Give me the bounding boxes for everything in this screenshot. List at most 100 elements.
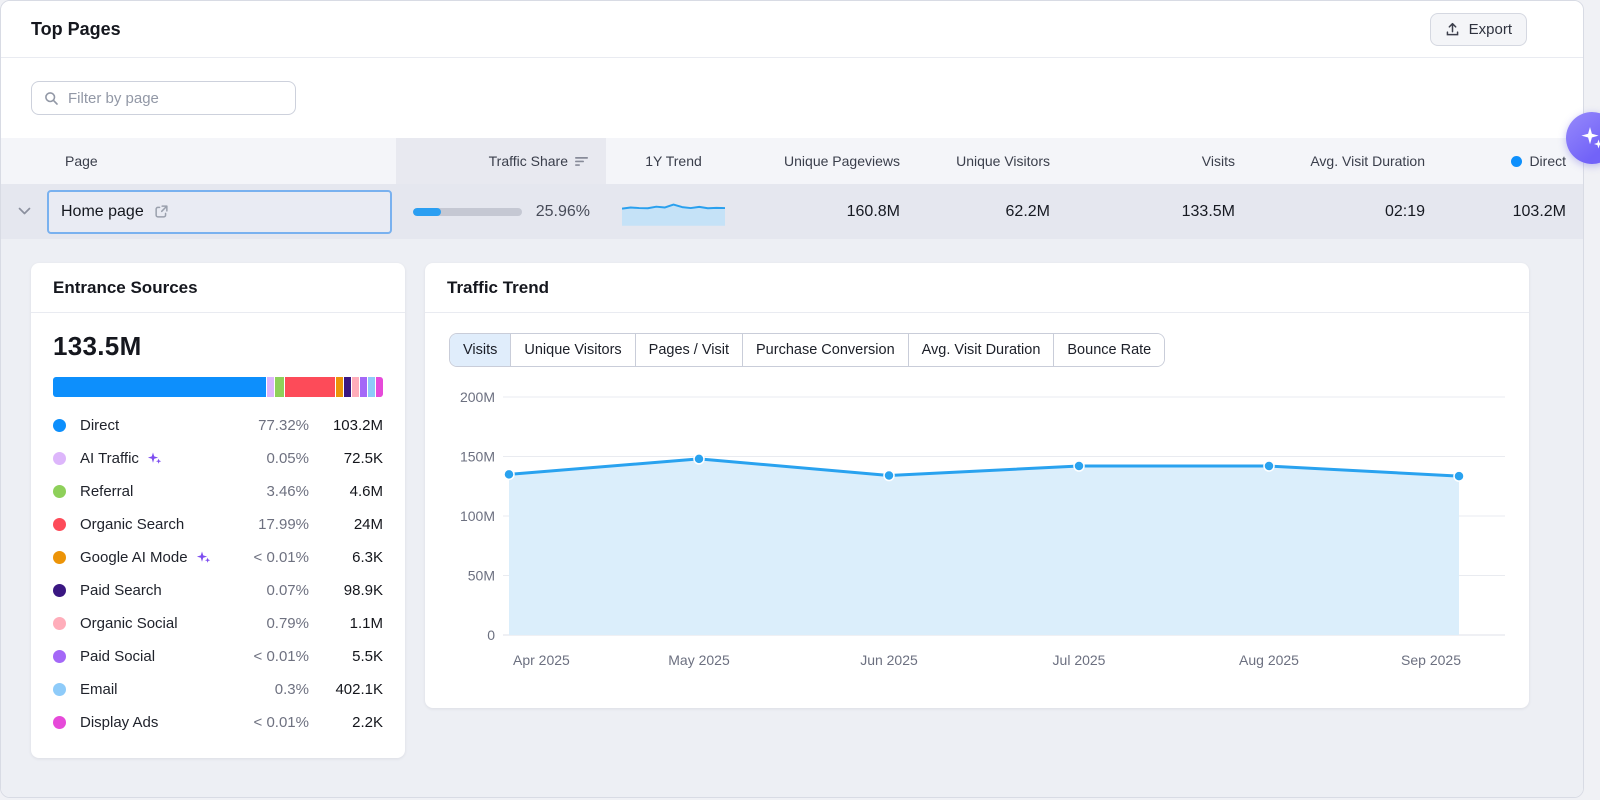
legend-value: 72.5K <box>343 450 383 467</box>
trend-metric-tabs: Visits Unique Visitors Pages / Visit Purcha… <box>449 333 1166 367</box>
legend-row-display-ads[interactable]: Display Ads < 0.01% 2.2K <box>53 706 383 739</box>
ai-assistant-button[interactable] <box>1566 112 1600 164</box>
legend-percent: 77.32% <box>258 417 309 434</box>
unique-visitors-value: 62.2M <box>1005 202 1050 220</box>
bar-segment-display-ads[interactable] <box>375 377 383 397</box>
table-header-row: Page Traffic Share 1Y Trend Unique Pagevie… <box>1 138 1583 184</box>
column-header-avg-visit-duration[interactable]: Avg. Visit Duration <box>1251 138 1441 184</box>
legend-percent: 0.07% <box>266 582 309 599</box>
legend-percent: 0.79% <box>266 615 309 632</box>
unique-pageviews-value: 160.8M <box>846 202 900 220</box>
external-link-icon[interactable] <box>154 204 169 219</box>
svg-text:May 2025: May 2025 <box>668 652 730 668</box>
bar-segment-email[interactable] <box>367 377 375 397</box>
bar-segment-organic-search[interactable] <box>284 377 335 397</box>
chevron-down-icon[interactable] <box>1 207 47 216</box>
legend-dot-icon <box>53 683 66 696</box>
legend-value: 402.1K <box>335 681 383 698</box>
legend-row-paid-search[interactable]: Paid Search 0.07% 98.9K <box>53 574 383 607</box>
legend-dot-icon <box>53 419 66 432</box>
legend-row-direct[interactable]: Direct 77.32% 103.2M <box>53 409 383 442</box>
column-header-1y-trend[interactable]: 1Y Trend <box>606 138 741 184</box>
column-header-page[interactable]: Page <box>1 138 396 184</box>
svg-text:Jul 2025: Jul 2025 <box>1053 652 1106 668</box>
tab-unique-visitors[interactable]: Unique Visitors <box>510 334 635 366</box>
legend-label: AI Traffic <box>80 450 139 467</box>
svg-text:0: 0 <box>487 627 495 643</box>
traffic-trend-chart[interactable]: 0 50M 100M 150M 200M Apr 2025 May 2025 Jun 2025… <box>449 383 1505 677</box>
page-cell-container: Home page <box>1 184 396 239</box>
visits-value: 133.5M <box>1181 202 1235 220</box>
filter-bar <box>1 58 1583 138</box>
page-cell[interactable]: Home page <box>47 189 392 234</box>
legend-label: Organic Social <box>80 615 178 632</box>
tab-bounce-rate[interactable]: Bounce Rate <box>1053 334 1165 366</box>
bar-segment-referral[interactable] <box>273 377 285 397</box>
tab-visits[interactable]: Visits <box>450 334 511 366</box>
legend-percent: 0.05% <box>266 450 309 467</box>
sort-desc-icon <box>575 157 588 166</box>
traffic-share-bar <box>412 207 522 216</box>
traffic-trend-title: Traffic Trend <box>425 263 1529 313</box>
column-label: Visits <box>1201 153 1235 169</box>
legend-label: Organic Search <box>80 516 185 533</box>
legend-label: Display Ads <box>80 714 159 731</box>
column-header-visits[interactable]: Visits <box>1066 138 1251 184</box>
page-name: Home page <box>61 202 144 220</box>
legend-row-organic-social[interactable]: Organic Social 0.79% 1.1M <box>53 607 383 640</box>
column-header-unique-visitors[interactable]: Unique Visitors <box>916 138 1066 184</box>
legend-dot-icon <box>53 716 66 729</box>
bar-segment-direct[interactable] <box>53 377 266 397</box>
column-header-unique-pageviews[interactable]: Unique Pageviews <box>741 138 916 184</box>
tab-purchase-conversion[interactable]: Purchase Conversion <box>742 334 908 366</box>
legend-dot-icon <box>53 518 66 531</box>
legend-dot-icon <box>53 551 66 564</box>
legend-row-email[interactable]: Email 0.3% 402.1K <box>53 673 383 706</box>
legend-value: 98.9K <box>343 582 383 599</box>
legend-value: 24M <box>353 516 383 533</box>
column-label: Page <box>65 153 98 169</box>
legend-value: 103.2M <box>332 417 383 434</box>
ai-sparkle-icon <box>196 550 211 565</box>
entrance-stacked-bar <box>53 377 383 397</box>
table-row[interactable]: Home page 25.96% 160.8M 62.2M 133.5M 02:… <box>1 184 1583 239</box>
legend-label: Direct <box>80 417 120 434</box>
legend-value: 5.5K <box>352 648 383 665</box>
legend-row-organic-search[interactable]: Organic Search 17.99% 24M <box>53 508 383 541</box>
svg-text:150M: 150M <box>460 449 495 465</box>
legend-label: Email <box>80 681 118 698</box>
bar-segment-google-ai-mode[interactable] <box>335 377 343 397</box>
ai-sparkle-icon <box>147 451 162 466</box>
legend-label: Paid Search <box>80 582 162 599</box>
svg-text:Jun 2025: Jun 2025 <box>860 652 918 668</box>
legend-row-ai-traffic[interactable]: AI Traffic 0.05% 72.5K <box>53 442 383 475</box>
filter-input[interactable] <box>68 89 283 107</box>
bar-segment-paid-search[interactable] <box>343 377 351 397</box>
column-header-direct[interactable]: Direct <box>1441 138 1582 184</box>
legend-label: Referral <box>80 483 134 500</box>
export-icon <box>1446 22 1458 35</box>
legend-value: 2.2K <box>352 714 383 731</box>
legend-percent: 17.99% <box>258 516 309 533</box>
legend-row-google-ai-mode[interactable]: Google AI Mode < 0.01% 6.3K <box>53 541 383 574</box>
legend-row-paid-social[interactable]: Paid Social < 0.01% 5.5K <box>53 640 383 673</box>
bar-segment-ai-traffic[interactable] <box>265 377 274 397</box>
bar-segment-organic-social[interactable] <box>351 377 359 397</box>
export-button[interactable]: Export <box>1429 12 1527 46</box>
tab-pages-visit[interactable]: Pages / Visit <box>634 334 742 366</box>
bar-segment-paid-social[interactable] <box>359 377 367 397</box>
legend-dot-icon <box>53 485 66 498</box>
svg-text:Sep 2025: Sep 2025 <box>1401 652 1461 668</box>
legend-label: Paid Social <box>80 648 156 665</box>
one-year-trend-sparkline[interactable] <box>622 198 725 226</box>
traffic-share-bar-fill <box>412 207 442 216</box>
column-header-traffic-share[interactable]: Traffic Share <box>396 138 606 184</box>
legend-dot-icon <box>53 584 66 597</box>
search-input-wrapper[interactable] <box>31 81 296 115</box>
tab-avg-visit-duration[interactable]: Avg. Visit Duration <box>907 334 1054 366</box>
column-label: Avg. Visit Duration <box>1310 153 1425 169</box>
legend-row-referral[interactable]: Referral 3.46% 4.6M <box>53 475 383 508</box>
svg-text:Apr 2025: Apr 2025 <box>513 652 570 668</box>
